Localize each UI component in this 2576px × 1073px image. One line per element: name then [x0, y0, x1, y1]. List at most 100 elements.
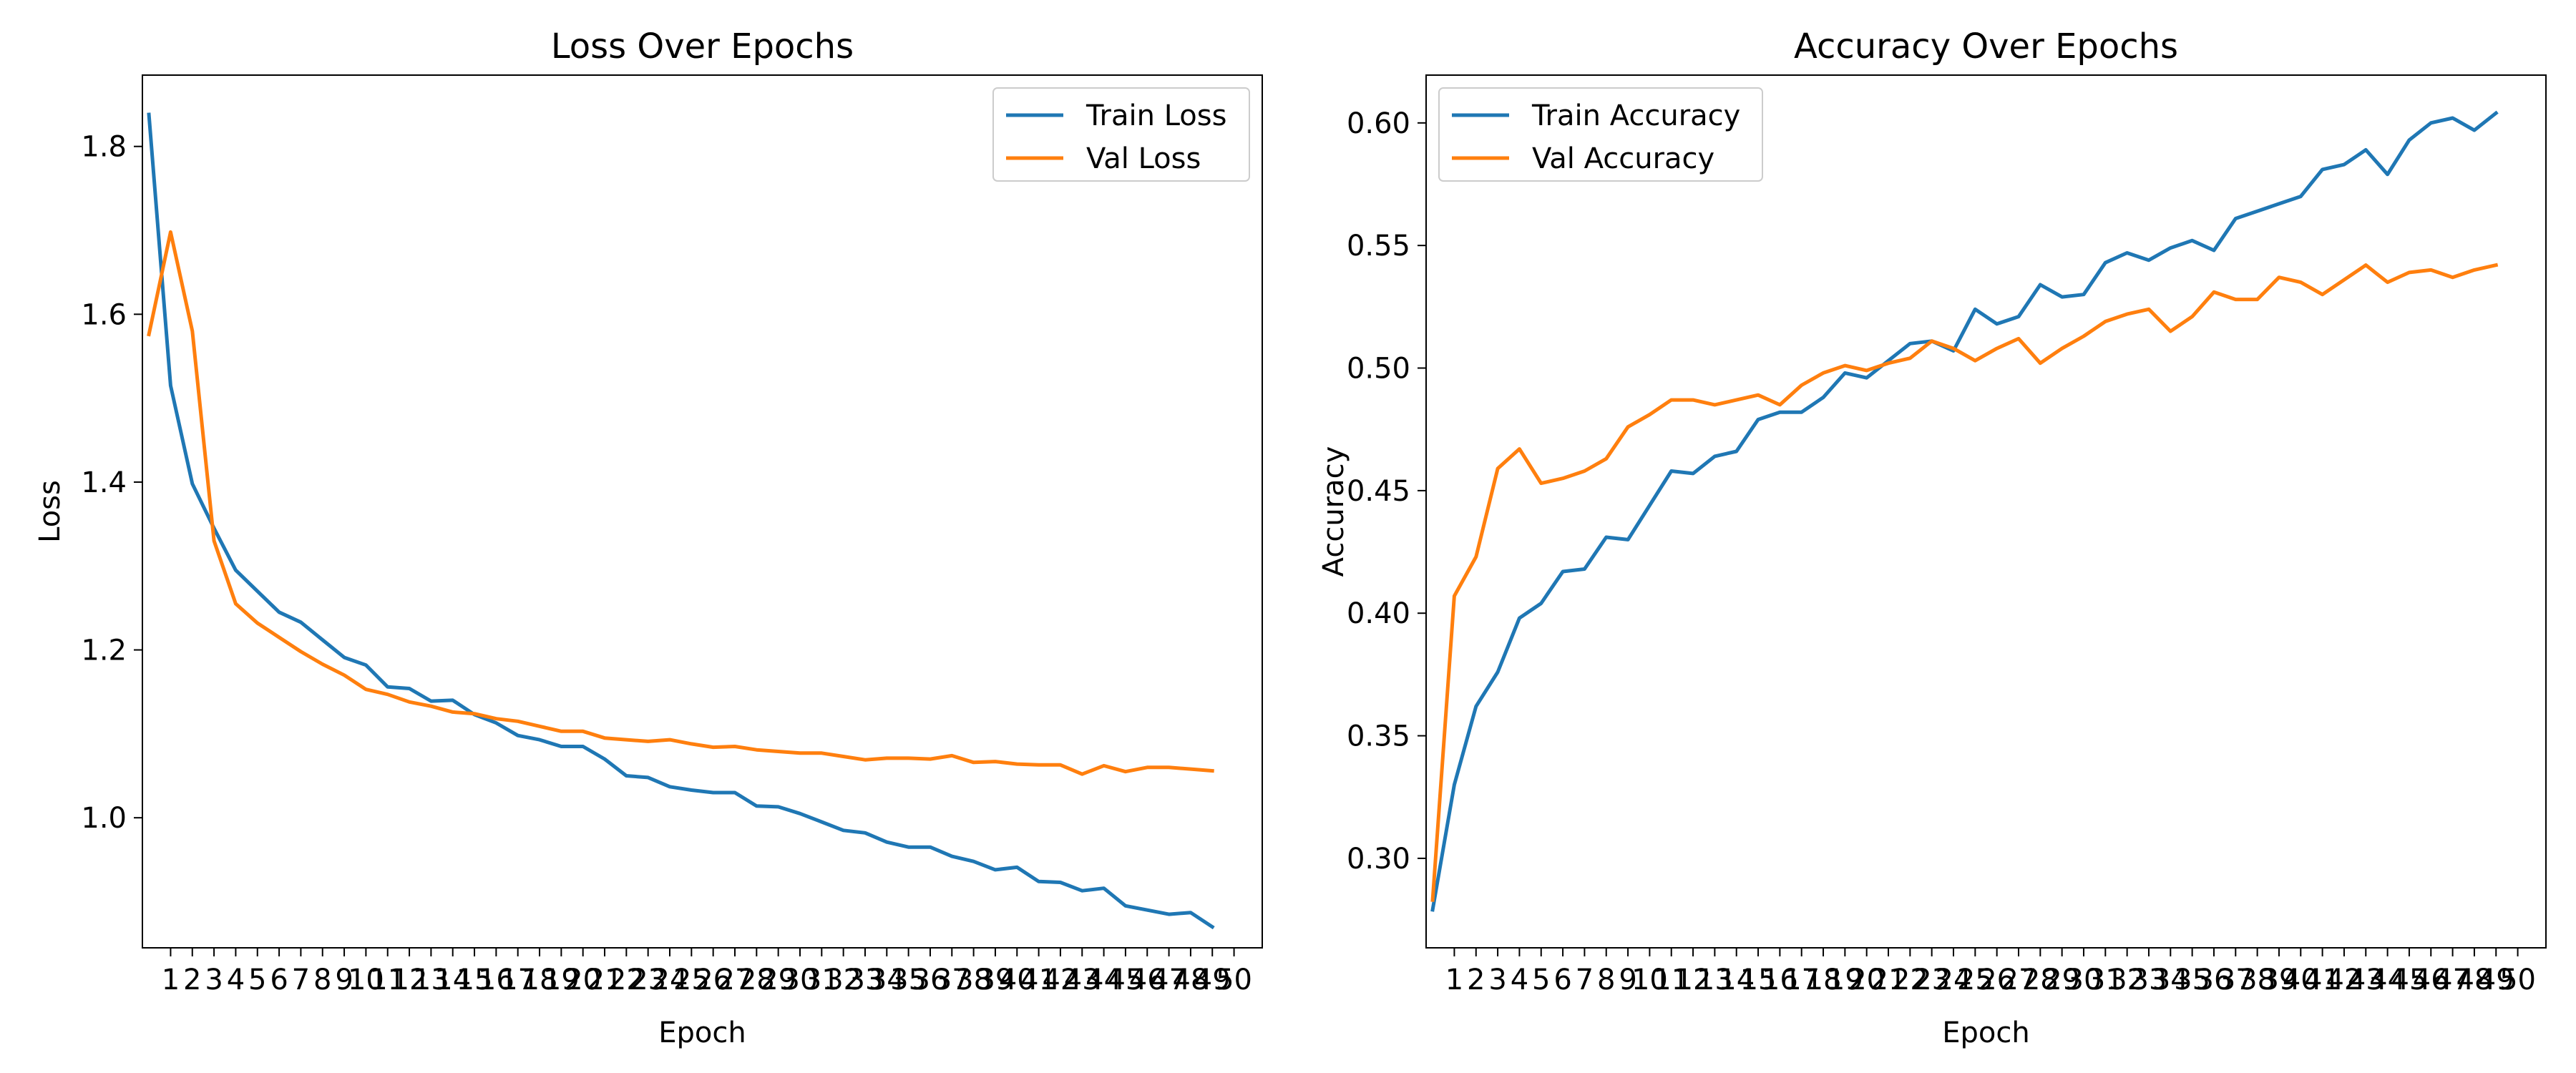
- x-tick-label: 7: [1576, 964, 1594, 996]
- y-tick-label: 0.45: [1347, 475, 1410, 508]
- x-tick-label: 41: [2304, 964, 2341, 996]
- legend-label: Train Loss: [1085, 99, 1226, 132]
- x-tick-label: 49: [1194, 964, 1231, 996]
- x-tick-label: 4: [227, 964, 245, 996]
- y-tick-label: 0.35: [1347, 720, 1410, 753]
- x-tick-label: 14: [434, 964, 471, 996]
- x-tick-label: 11: [1653, 964, 1689, 996]
- legend-label: Val Loss: [1086, 142, 1201, 175]
- x-tick-label: 31: [2087, 964, 2124, 996]
- x-tick-label: 33: [847, 964, 884, 996]
- x-tick-label: 1: [162, 964, 180, 996]
- y-axis-label: Loss: [34, 480, 67, 543]
- x-tick-label: 8: [1597, 964, 1615, 996]
- x-tick-label: 50: [2499, 964, 2536, 996]
- y-tick-label: 1.6: [81, 298, 127, 331]
- x-tick-label: 25: [673, 964, 710, 996]
- x-tick-label: 17: [499, 964, 536, 996]
- x-tick-label: 20: [565, 964, 601, 996]
- x-tick-label: 48: [1172, 964, 1209, 996]
- x-tick-label: 12: [391, 964, 428, 996]
- x-tick-label: 24: [652, 964, 688, 996]
- y-tick-label: 1.4: [81, 466, 127, 499]
- x-tick-label: 45: [1107, 964, 1143, 996]
- plot-frame: [142, 74, 1263, 949]
- x-tick-label: 35: [2174, 964, 2210, 996]
- x-tick-label: 18: [522, 964, 558, 996]
- x-tick-label: 11: [369, 964, 406, 996]
- x-tick-label: 38: [2239, 964, 2275, 996]
- x-tick-label: 29: [760, 964, 796, 996]
- x-tick-label: 30: [782, 964, 819, 996]
- x-tick-label: 21: [587, 964, 623, 996]
- y-axis-label: Accuracy: [1317, 446, 1350, 577]
- x-tick-label: 44: [2369, 964, 2406, 996]
- legend-label: Val Accuracy: [1532, 142, 1714, 175]
- x-tick-label: 2: [183, 964, 201, 996]
- legend: Train Accuracy Val Accuracy: [1438, 87, 1763, 182]
- x-tick-label: 26: [695, 964, 731, 996]
- x-tick-label: 46: [2413, 964, 2449, 996]
- x-tick-label: 25: [1957, 964, 1994, 996]
- x-tick-label: 20: [1848, 964, 1885, 996]
- x-tick-label: 10: [1631, 964, 1668, 996]
- x-tick-label: 31: [804, 964, 840, 996]
- x-tick-label: 40: [2283, 964, 2319, 996]
- x-tick-label: 4: [1511, 964, 1528, 996]
- x-tick-label: 29: [2044, 964, 2080, 996]
- y-tick-label: 1.8: [81, 131, 127, 164]
- chart-title: Loss Over Epochs: [551, 26, 854, 67]
- series-line-val-loss: [147, 230, 1214, 776]
- x-tick-label: 6: [270, 964, 288, 996]
- x-tick-label: 46: [1129, 964, 1166, 996]
- x-tick-label: 39: [977, 964, 1013, 996]
- x-tick-label: 40: [999, 964, 1035, 996]
- y-tick-label: 0.40: [1347, 597, 1410, 630]
- x-tick-label: 2: [1467, 964, 1485, 996]
- x-tick-label: 37: [934, 964, 970, 996]
- x-tick-label: 18: [1805, 964, 1842, 996]
- x-tick-label: 33: [2131, 964, 2167, 996]
- x-tick-label: 26: [1979, 964, 2015, 996]
- x-tick-label: 21: [1870, 964, 1907, 996]
- x-tick-label: 42: [2326, 964, 2362, 996]
- x-tick-label: 50: [1216, 964, 1252, 996]
- x-tick-label: 17: [1783, 964, 1820, 996]
- x-tick-label: 47: [1151, 964, 1187, 996]
- y-tick-label: 0.60: [1347, 107, 1410, 140]
- x-tick-label: 41: [1020, 964, 1057, 996]
- x-tick-label: 30: [2066, 964, 2102, 996]
- x-tick-label: 3: [1488, 964, 1506, 996]
- x-tick-label: 6: [1553, 964, 1571, 996]
- x-tick-label: 27: [2001, 964, 2037, 996]
- x-tick-label: 44: [1085, 964, 1122, 996]
- x-tick-label: 49: [2478, 964, 2514, 996]
- legend-label: Train Accuracy: [1531, 99, 1740, 132]
- x-tick-label: 47: [2434, 964, 2471, 996]
- x-tick-label: 43: [1064, 964, 1101, 996]
- x-tick-label: 38: [955, 964, 992, 996]
- legend: Train Loss Val Loss: [992, 87, 1250, 182]
- x-tick-label: 15: [1740, 964, 1777, 996]
- y-tick-label: 1.0: [81, 802, 127, 835]
- plot-frame: [1425, 74, 2547, 949]
- x-tick-label: 32: [825, 964, 862, 996]
- x-tick-label: 8: [313, 964, 331, 996]
- y-tick-label: 1.2: [81, 635, 127, 667]
- x-tick-label: 22: [1892, 964, 1928, 996]
- x-tick-label: 37: [2218, 964, 2254, 996]
- x-axis-label: Epoch: [658, 1016, 746, 1049]
- x-tick-label: 19: [543, 964, 580, 996]
- x-tick-label: 28: [2022, 964, 2059, 996]
- x-tick-label: 5: [248, 964, 266, 996]
- series-line-val-accuracy: [1430, 263, 2499, 902]
- series-line-train-accuracy: [1430, 110, 2499, 912]
- x-tick-label: 16: [1762, 964, 1798, 996]
- x-tick-label: 5: [1532, 964, 1550, 996]
- chart-title: Accuracy Over Epochs: [1794, 26, 2178, 67]
- y-tick-label: 0.55: [1347, 230, 1410, 263]
- x-tick-label: 13: [1697, 964, 1733, 996]
